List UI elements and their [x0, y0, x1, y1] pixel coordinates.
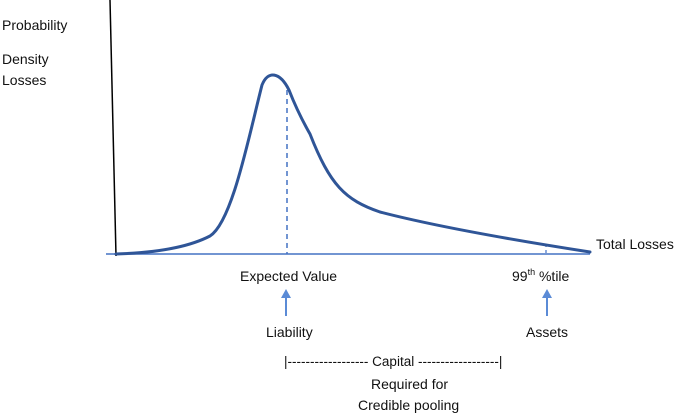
y-axis-label-line3: Losses — [2, 72, 47, 88]
expected-value-label: Expected Value — [240, 268, 338, 284]
capital-pooling-line: Credible pooling — [358, 397, 460, 413]
capital-required-line: Required for — [371, 376, 449, 392]
y-axis-label-line1: Probability — [2, 17, 68, 33]
liability-arrow — [281, 289, 291, 316]
x-axis-label: Total Losses — [596, 236, 674, 252]
liability-label: Liability — [266, 324, 313, 340]
percentile-suffix: %tile — [535, 268, 570, 284]
y-axis — [109, 0, 117, 257]
assets-arrow — [542, 289, 552, 316]
loss-distribution-curve — [114, 73, 592, 256]
percentile-number: 99 — [512, 268, 528, 284]
y-axis-label-line2: Density — [2, 51, 49, 67]
percentile-label: 99th %tile — [512, 267, 569, 285]
capital-bracket-label: |------------------ Capital ------------… — [284, 354, 503, 369]
percentile-superscript: th — [527, 267, 536, 277]
assets-label: Assets — [526, 324, 569, 340]
